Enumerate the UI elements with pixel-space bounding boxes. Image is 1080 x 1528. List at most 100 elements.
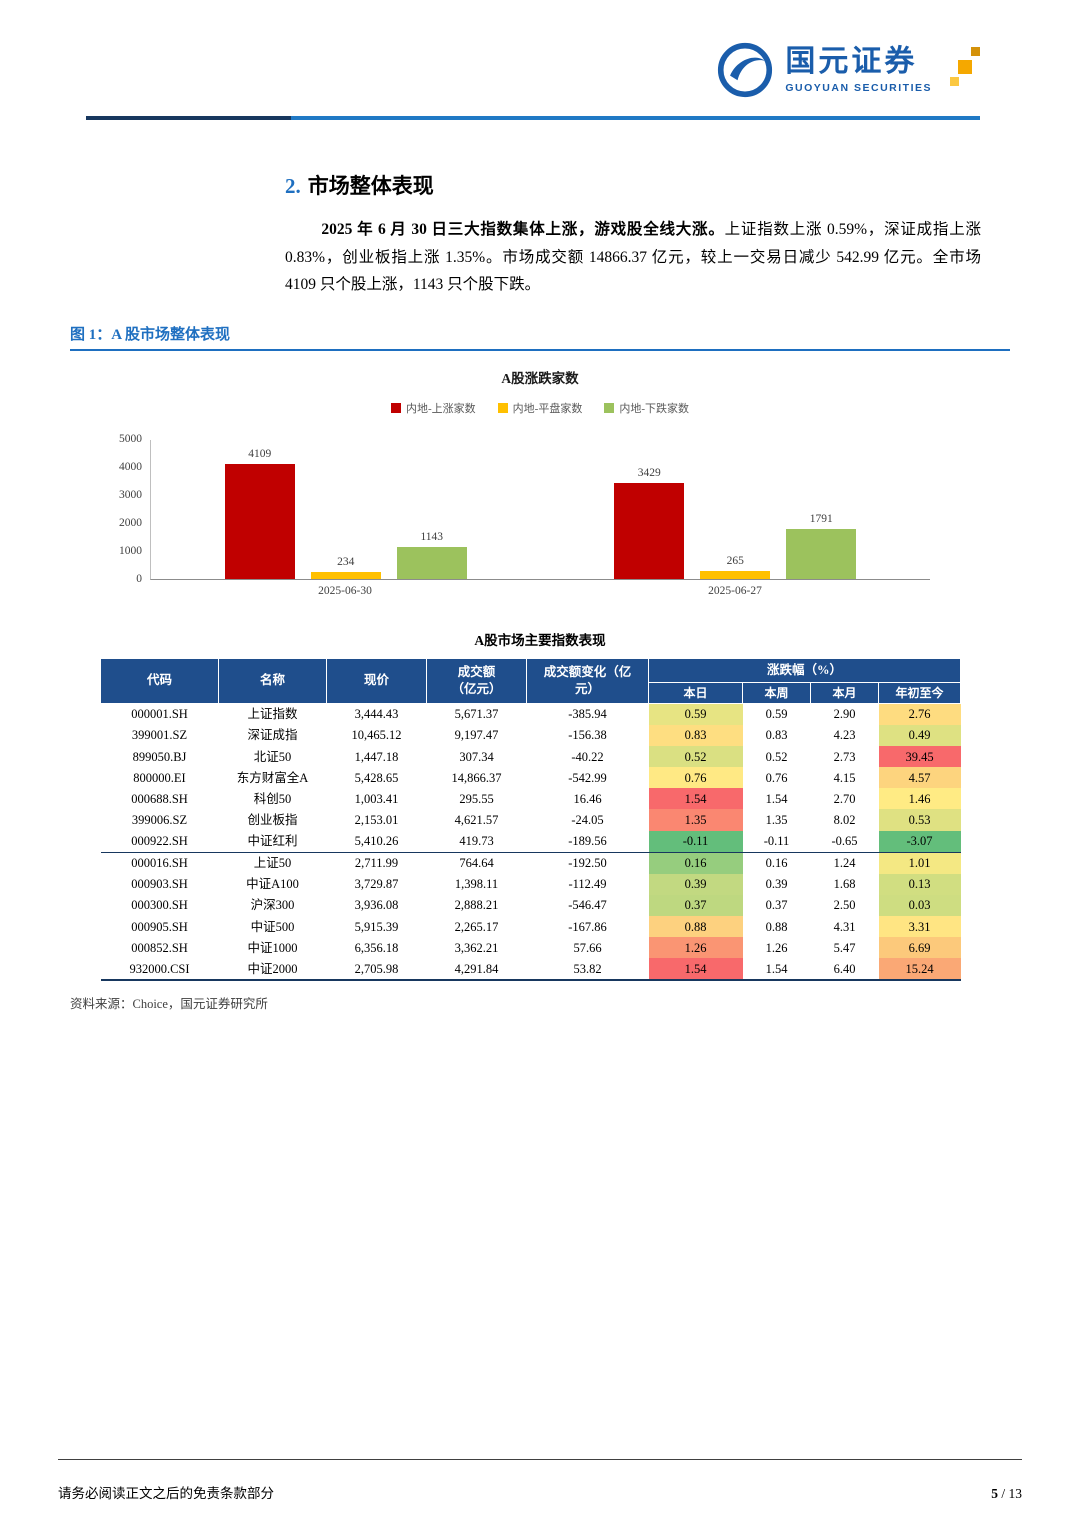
- cell-ytd: 0.49: [878, 724, 961, 747]
- cell-turnover-change: -192.50: [568, 856, 607, 871]
- page-footer: 请务必阅读正文之后的免责条款部分 5 / 13: [58, 1459, 1022, 1502]
- bar-holder: 1143: [396, 440, 467, 579]
- paragraph-lead-bold: 2025 年 6 月 30 日三大指数集体上涨，游戏股全线大涨。: [321, 221, 725, 238]
- bar: [310, 572, 381, 579]
- index-table: 代码 名称 现价 成交额 （亿元） 成交额变化（亿 元） 涨跌幅（%） 本日 本…: [100, 657, 962, 982]
- cell-price: 5,428.65: [354, 770, 399, 785]
- table-row: 000688.SH 科创50 1,003.41 295.55 16.46 1.54 1.54…: [101, 788, 961, 810]
- legend-item: 内地-下跌家数: [604, 400, 689, 416]
- table-row: 399006.SZ 创业板指 2,153.01 4,621.57 -24.05 1.35 1…: [101, 809, 961, 831]
- cell-name: 中证红利: [218, 830, 327, 853]
- cell-ytd: 0.13: [878, 873, 961, 895]
- logo-square-icon: [950, 77, 959, 86]
- table-row: 000300.SH 沪深300 3,936.08 2,888.21 -546.47 0.3…: [101, 894, 961, 917]
- y-axis-label: 5000: [119, 432, 142, 445]
- table-row: 932000.CSI 中证2000 2,705.98 4,291.84 53.82 1.5…: [100, 958, 961, 982]
- cell-day: 1.54: [648, 958, 743, 982]
- caption-rule: [70, 348, 1010, 351]
- bar-value-label: 265: [726, 555, 744, 568]
- x-axis-label: 2025-06-27: [708, 584, 762, 597]
- chart-area: 4109 234 1143 3429 265 1791 0 1000 2000 3000 4000…: [119, 433, 930, 597]
- table-row: 000852.SH 中证1000 6,356.18 3,362.21 57.66 1.26…: [101, 937, 961, 959]
- figure-caption: 图 1：A 股市场整体表现: [70, 326, 231, 343]
- logo-square-icon: [971, 47, 980, 56]
- cell-week: 1.26: [765, 940, 788, 955]
- cell-month: 1.68: [833, 877, 856, 892]
- table-title: A股市场主要指数表现: [474, 632, 606, 648]
- cell-ytd: 6.69: [878, 937, 961, 959]
- col-header-code: 代码: [100, 657, 219, 704]
- cell-turnover: 419.73: [426, 830, 527, 853]
- cell-price: 2,705.98: [326, 958, 427, 982]
- cell-code: 000903.SH: [131, 877, 188, 892]
- cell-name: 北证50: [253, 749, 292, 764]
- cell-price: 6,356.18: [354, 940, 399, 955]
- brand-name: 国元证券: [785, 44, 918, 78]
- cell-month: 2.73: [833, 749, 856, 764]
- cell-name: 上证50: [253, 856, 292, 871]
- cell-day: 0.59: [648, 703, 743, 725]
- cell-week: 1.54: [765, 791, 788, 806]
- bar: [700, 571, 771, 579]
- cell-week: 1.54: [742, 958, 811, 982]
- bar-value-label: 1143: [420, 530, 444, 543]
- bar-holder: 234: [310, 440, 381, 579]
- table-row: 000905.SH 中证500 5,915.39 2,265.17 -167.86 0.8…: [101, 916, 961, 938]
- cell-month: 4.15: [833, 770, 856, 785]
- page-total: 13: [1008, 1486, 1023, 1501]
- cell-turnover: 5,671.37: [454, 707, 499, 722]
- logo-squares-decoration: [946, 46, 982, 94]
- cell-ytd: 2.76: [878, 703, 961, 725]
- page-content: 2. 市场整体表现 2025 年 6 月 30 日三大指数集体上涨，游戏股全线大涨…: [70, 120, 1010, 1012]
- cell-code: 932000.CSI: [100, 958, 219, 982]
- cell-price: 5,915.39: [354, 919, 399, 934]
- cell-name: 东方财富全A: [236, 770, 309, 785]
- cell-code: 399001.SZ: [131, 728, 188, 743]
- cell-turnover: 4,621.57: [454, 812, 499, 827]
- legend-swatch-icon: [497, 402, 508, 413]
- bar-holder: 1791: [786, 440, 857, 579]
- table-row: 000016.SH 上证50 2,711.99 764.64 -192.50 0.16 0.…: [101, 852, 961, 874]
- cell-turnover-change: 57.66: [573, 940, 602, 955]
- section-title-text: 市场整体表现: [307, 174, 434, 198]
- col-header-name: 名称: [218, 657, 327, 704]
- cell-day: 1.54: [648, 788, 743, 810]
- cell-week: -0.11: [742, 830, 811, 853]
- bar: [396, 546, 467, 579]
- cell-price: 3,444.43: [354, 707, 399, 722]
- col-header-turnover: 成交额 （亿元）: [426, 657, 527, 704]
- body-paragraph: 2025 年 6 月 30 日三大指数集体上涨，游戏股全线大涨。上证指数上涨 0…: [285, 216, 981, 299]
- legend-label: 内地-下跌家数: [619, 402, 689, 415]
- section-number: 2.: [285, 174, 301, 198]
- y-axis-label: 1000: [119, 544, 142, 557]
- figure-source: 资料来源：Choice，国元证券研究所: [70, 997, 268, 1012]
- cell-ytd: 3.31: [878, 916, 961, 938]
- cell-ytd: 4.57: [878, 767, 961, 789]
- y-axis-label: 3000: [119, 488, 142, 501]
- legend-swatch-icon: [390, 402, 401, 413]
- cell-code: 800000.EI: [133, 770, 186, 785]
- legend-item: 内地-平盘家数: [497, 400, 582, 416]
- cell-month: 2.50: [833, 898, 856, 913]
- cell-name: 科创50: [253, 791, 292, 806]
- cell-price: 2,711.99: [354, 856, 399, 871]
- cell-month: 4.31: [833, 919, 856, 934]
- page-current: 5: [991, 1486, 998, 1501]
- chart-plot: 4109 234 1143 3429 265 1791 0 1000 2000 3000 4000…: [119, 433, 930, 585]
- section-title: 2. 市场整体表现: [285, 170, 1010, 200]
- cell-turnover: 307.34: [459, 749, 494, 764]
- legend-label: 内地-上涨家数: [405, 402, 476, 415]
- cell-price: 1,447.18: [354, 749, 399, 764]
- guoyuan-logo-icon: [718, 42, 773, 98]
- table-row: 000903.SH 中证A100 3,729.87 1,398.11 -112.49 0.…: [101, 873, 961, 895]
- cell-week: 0.16: [765, 856, 788, 871]
- cell-day: 0.16: [648, 852, 743, 874]
- col-header-day: 本日: [648, 681, 743, 704]
- col-header-turnover-change: 成交额变化（亿 元）: [526, 657, 649, 704]
- bar-value-label: 4109: [248, 447, 272, 460]
- col-header-change-pct: 涨跌幅（%）: [647, 657, 962, 683]
- col-header-price: 现价: [326, 657, 427, 704]
- cell-month: 5.47: [833, 940, 856, 955]
- cell-month: 1.24: [833, 856, 856, 871]
- bar-holder: 4109: [224, 440, 295, 579]
